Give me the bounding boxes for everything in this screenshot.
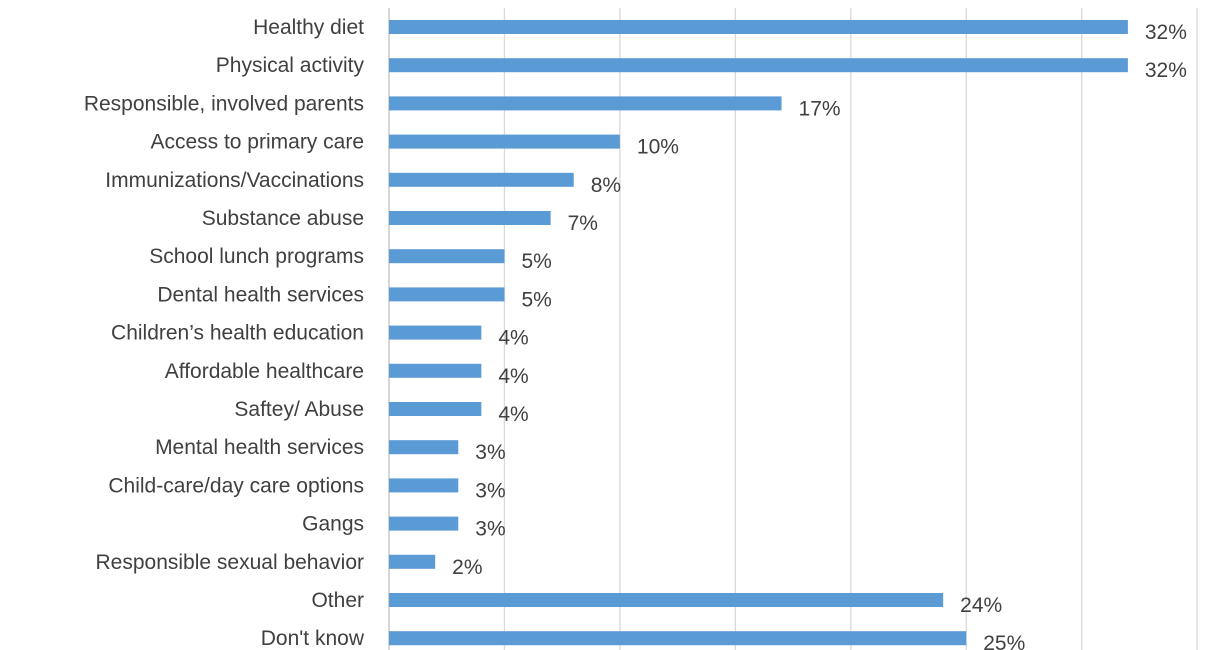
value-label-15: 24%	[960, 594, 1002, 617]
value-label-5: 7%	[568, 212, 598, 235]
value-label-1: 32%	[1145, 59, 1187, 82]
category-label-14: Responsible sexual behavior	[96, 551, 365, 574]
category-label-5: Substance abuse	[202, 207, 364, 230]
category-label-1: Physical activity	[216, 54, 365, 77]
bar-6	[389, 249, 505, 264]
bar-7	[389, 287, 505, 302]
bar-1	[389, 58, 1128, 73]
value-label-16: 25%	[983, 632, 1025, 650]
category-label-6: School lunch programs	[149, 245, 364, 268]
category-label-13: Gangs	[302, 513, 364, 536]
category-label-10: Saftey/ Abuse	[234, 398, 364, 421]
value-label-10: 4%	[498, 403, 528, 426]
value-label-7: 5%	[521, 288, 551, 311]
value-label-13: 3%	[475, 518, 505, 541]
value-label-3: 10%	[637, 136, 679, 159]
value-label-4: 8%	[591, 174, 621, 197]
bar-12	[389, 478, 459, 493]
category-label-2: Responsible, involved parents	[84, 92, 364, 115]
bars	[389, 20, 1128, 646]
bar-11	[389, 440, 459, 455]
value-label-2: 17%	[799, 97, 841, 120]
bar-14	[389, 554, 436, 569]
category-label-7: Dental health services	[157, 283, 364, 306]
category-label-4: Immunizations/Vaccinations	[105, 169, 364, 192]
bar-9	[389, 363, 482, 378]
bar-13	[389, 516, 459, 531]
value-label-9: 4%	[498, 365, 528, 388]
bar-3	[389, 134, 620, 149]
category-label-9: Affordable healthcare	[165, 360, 364, 383]
value-label-11: 3%	[475, 441, 505, 464]
bar-4	[389, 172, 574, 187]
bar-8	[389, 325, 482, 340]
value-label-12: 3%	[475, 479, 505, 502]
category-label-12: Child-care/day care options	[108, 474, 364, 497]
category-label-15: Other	[311, 589, 364, 612]
bar-10	[389, 402, 482, 416]
category-labels: Healthy diet Physical activity Responsible…	[84, 16, 365, 650]
bar-2	[389, 96, 782, 111]
value-label-14: 2%	[452, 556, 482, 579]
bar-5	[389, 211, 551, 225]
category-label-16: Don't know	[261, 627, 365, 650]
category-label-3: Access to primary care	[150, 131, 364, 154]
bar-0	[389, 20, 1128, 34]
value-label-6: 5%	[521, 250, 551, 273]
bar-15	[389, 593, 944, 607]
bar-16	[389, 631, 967, 646]
category-label-8: Children’s health education	[111, 322, 364, 345]
value-labels: 32% 32% 17% 10% 8% 7% 5% 5% 4% 4% 4% 3% 3% 3% 2% 24% 25%	[452, 21, 1187, 650]
gridlines	[388, 8, 1198, 650]
value-label-0: 32%	[1145, 21, 1187, 44]
value-label-8: 4%	[498, 327, 528, 350]
category-label-11: Mental health services	[155, 436, 364, 459]
category-label-0: Healthy diet	[253, 16, 364, 39]
